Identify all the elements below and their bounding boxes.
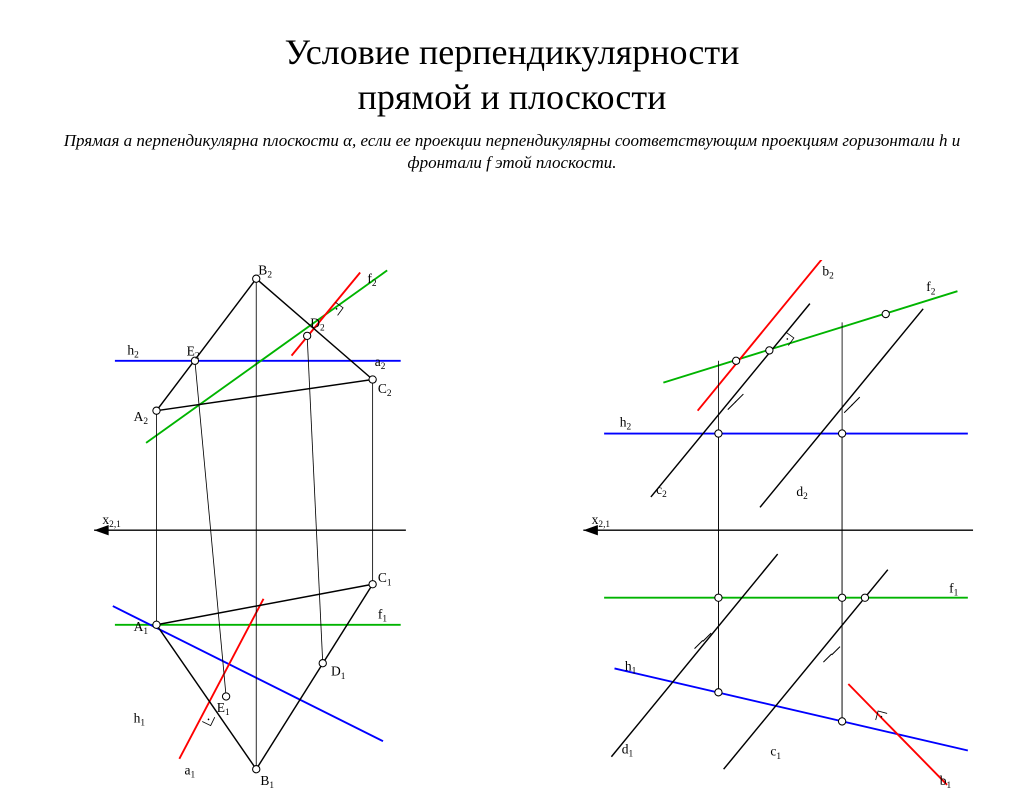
svg-text:c2: c2 [656,482,667,500]
svg-text:b2: b2 [822,264,834,282]
title-line1: Условие перпендикулярности [285,32,740,72]
svg-text:B1: B1 [260,773,274,790]
svg-text:f1: f1 [949,581,958,599]
svg-text:f2: f2 [926,279,936,297]
svg-text:b1: b1 [940,773,952,790]
right-diagram: x2,1h2f2b2c2d2f1h1b1c1d1 [530,260,990,790]
title-line2: прямой и плоскости [358,77,667,117]
svg-text:C1: C1 [378,570,392,588]
svg-text:h1: h1 [625,658,637,676]
svg-text:h2: h2 [620,414,632,432]
svg-text:h1: h1 [134,710,146,728]
svg-text:A2: A2 [134,409,149,427]
svg-text:h2: h2 [127,343,139,361]
svg-text:a1: a1 [185,762,196,780]
svg-text:C2: C2 [378,381,392,399]
svg-text:D1: D1 [331,664,346,682]
svg-text:B2: B2 [258,263,272,281]
svg-text:d2: d2 [796,484,808,502]
subtitle: Прямая a перпендикулярна плоскости α, ес… [50,130,974,174]
svg-text:f1: f1 [378,607,388,625]
left-diagram: x2,1h2f2a2f1h1a1A2B2C2D2E2A1B1C1D1E1 [40,260,460,790]
svg-text:a2: a2 [375,354,386,372]
svg-text:c1: c1 [770,744,781,762]
svg-text:d1: d1 [622,742,634,760]
svg-text:f2: f2 [367,271,377,289]
